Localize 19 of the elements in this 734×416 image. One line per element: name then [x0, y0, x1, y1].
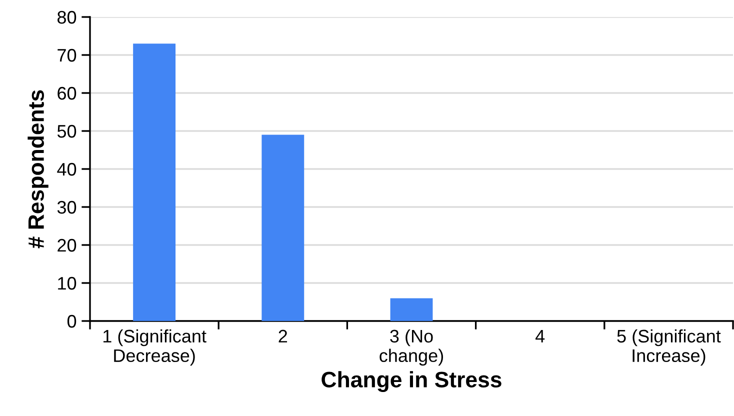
y-tick-label: 20 — [58, 238, 76, 252]
y-tick-label: 40 — [57, 162, 76, 176]
bar — [262, 134, 304, 321]
x-tick-label: 5 (Significant Increase) — [617, 329, 721, 366]
bar — [133, 44, 176, 321]
bar — [390, 298, 433, 321]
y-tick-label: 0 — [67, 314, 76, 328]
y-tick-label: 60 — [58, 86, 76, 100]
x-axis-title: Change in Stress — [322, 371, 502, 392]
y-tick-label: 80 — [58, 10, 76, 24]
x-tick-label: 3 (No change) — [380, 329, 444, 366]
x-tick-label: 1 (Significant Decrease) — [103, 329, 206, 366]
x-tick-label: 4 — [535, 330, 545, 342]
y-tick-label: 10 — [58, 276, 76, 290]
y-tick-label: 30 — [57, 200, 76, 214]
y-axis-title: # Respondents — [28, 90, 48, 248]
x-tick-label: 2 — [278, 330, 288, 342]
y-tick-label: 50 — [57, 124, 76, 138]
y-tick-label: 70 — [58, 48, 76, 62]
